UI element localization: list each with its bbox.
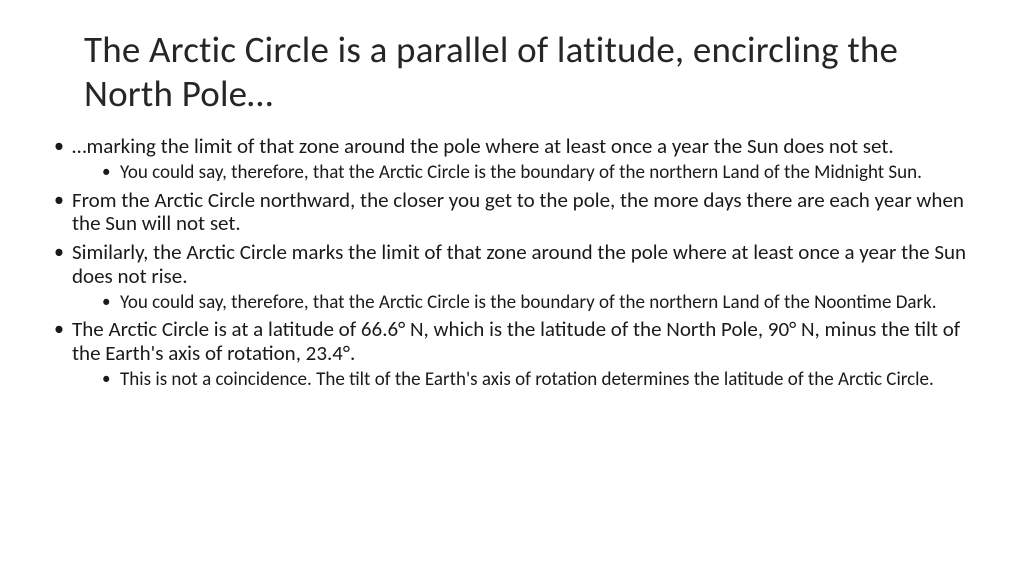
list-item: You could say, therefore, that the Arcti… [72,162,974,184]
list-item: Similarly, the Arctic Circle marks the l… [50,241,974,313]
slide: The Arctic Circle is a parallel of latit… [0,0,1024,576]
bullet-text: You could say, therefore, that the Arcti… [120,161,922,184]
sub-list: You could say, therefore, that the Arcti… [72,162,974,184]
list-item: The Arctic Circle is at a latitude of 66… [50,318,974,390]
bullet-text: Similarly, the Arctic Circle marks the l… [72,239,966,289]
list-item: You could say, therefore, that the Arcti… [72,292,974,314]
bullet-text: From the Arctic Circle northward, the cl… [72,187,964,237]
bullet-text: This is not a coincidence. The tilt of t… [120,368,934,391]
list-item: From the Arctic Circle northward, the cl… [50,189,974,236]
sub-list: This is not a coincidence. The tilt of t… [72,369,974,391]
list-item: …marking the limit of that zone around t… [50,135,974,183]
bullet-text: You could say, therefore, that the Arcti… [120,291,937,314]
list-item: This is not a coincidence. The tilt of t… [72,369,974,391]
slide-title: The Arctic Circle is a parallel of latit… [84,28,974,115]
bullet-text: …marking the limit of that zone around t… [72,133,894,159]
sub-list: You could say, therefore, that the Arcti… [72,292,974,314]
bullet-text: The Arctic Circle is at a latitude of 66… [72,316,960,366]
bullet-list: …marking the limit of that zone around t… [50,135,974,390]
